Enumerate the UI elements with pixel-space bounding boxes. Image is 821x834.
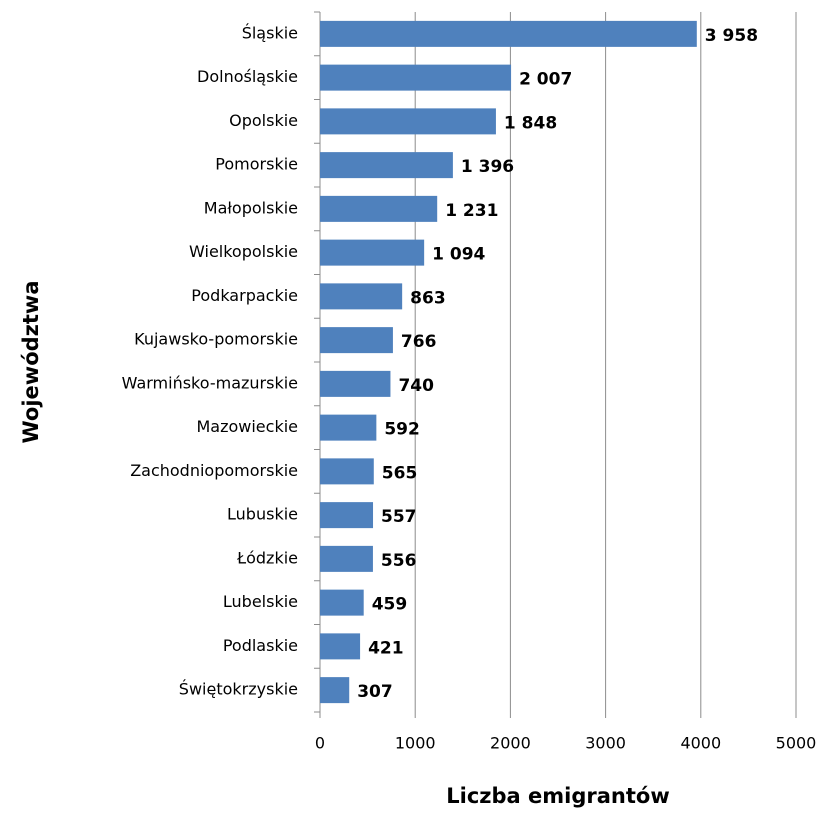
y-tick-label: Zachodniopomorskie <box>130 461 298 480</box>
x-axis-title: Liczba emigrantów <box>446 784 669 808</box>
y-tick-label: Małopolskie <box>204 198 298 217</box>
bar <box>320 458 374 485</box>
y-tick-label: Warmińsko-mazurskie <box>122 373 298 392</box>
value-label: 592 <box>384 420 420 440</box>
value-label: 863 <box>410 288 446 308</box>
y-tick-label: Wielkopolskie <box>189 242 298 261</box>
value-label: 1 094 <box>432 245 485 265</box>
x-tick-label: 0 <box>315 734 325 753</box>
value-label: 1 231 <box>445 201 498 221</box>
y-tick-label: Mazowieckie <box>196 417 298 436</box>
value-label: 740 <box>398 376 434 396</box>
bar <box>320 633 361 660</box>
bar <box>320 677 350 704</box>
x-tick-label: 1000 <box>395 734 436 753</box>
value-label: 766 <box>401 332 437 352</box>
bar <box>320 108 496 135</box>
y-tick-label: Podlaskie <box>223 636 298 655</box>
value-label: 1 848 <box>504 113 557 133</box>
bar <box>320 545 373 572</box>
bar <box>320 327 393 354</box>
bar <box>320 152 453 179</box>
y-tick-label: Kujawsko-pomorskie <box>134 330 298 349</box>
x-tick-label: 4000 <box>680 734 721 753</box>
bar <box>320 239 425 266</box>
value-label: 556 <box>381 551 417 571</box>
value-label: 557 <box>381 507 417 527</box>
y-tick-label: Lubelskie <box>223 592 298 611</box>
bar <box>320 64 512 91</box>
value-label: 1 396 <box>461 157 514 177</box>
bar <box>320 195 438 222</box>
bar <box>320 589 364 616</box>
x-tick-label: 5000 <box>776 734 817 753</box>
bar <box>320 414 377 441</box>
value-label: 565 <box>382 463 418 483</box>
bar <box>320 283 403 310</box>
y-tick-label: Podkarpackie <box>191 286 298 305</box>
x-tick-label: 2000 <box>490 734 531 753</box>
y-tick-label: Łódzkie <box>236 548 298 567</box>
x-tick-label: 3000 <box>585 734 626 753</box>
y-tick-label: Opolskie <box>229 111 298 130</box>
y-axis-title: Województwa <box>19 281 43 444</box>
y-tick-label: Lubuskie <box>227 505 298 524</box>
value-label: 459 <box>372 595 408 615</box>
y-tick-label: Dolnośląskie <box>197 67 298 86</box>
value-label: 421 <box>368 638 404 658</box>
value-label: 2 007 <box>519 70 572 90</box>
y-tick-label: Pomorskie <box>215 155 298 174</box>
value-label: 3 958 <box>705 26 758 46</box>
bar <box>320 502 374 529</box>
y-tick-label: Świętokrzyskie <box>179 680 298 699</box>
bar <box>320 370 391 397</box>
value-label: 307 <box>357 682 393 702</box>
y-tick-label: Śląskie <box>242 23 298 42</box>
bar <box>320 20 697 47</box>
